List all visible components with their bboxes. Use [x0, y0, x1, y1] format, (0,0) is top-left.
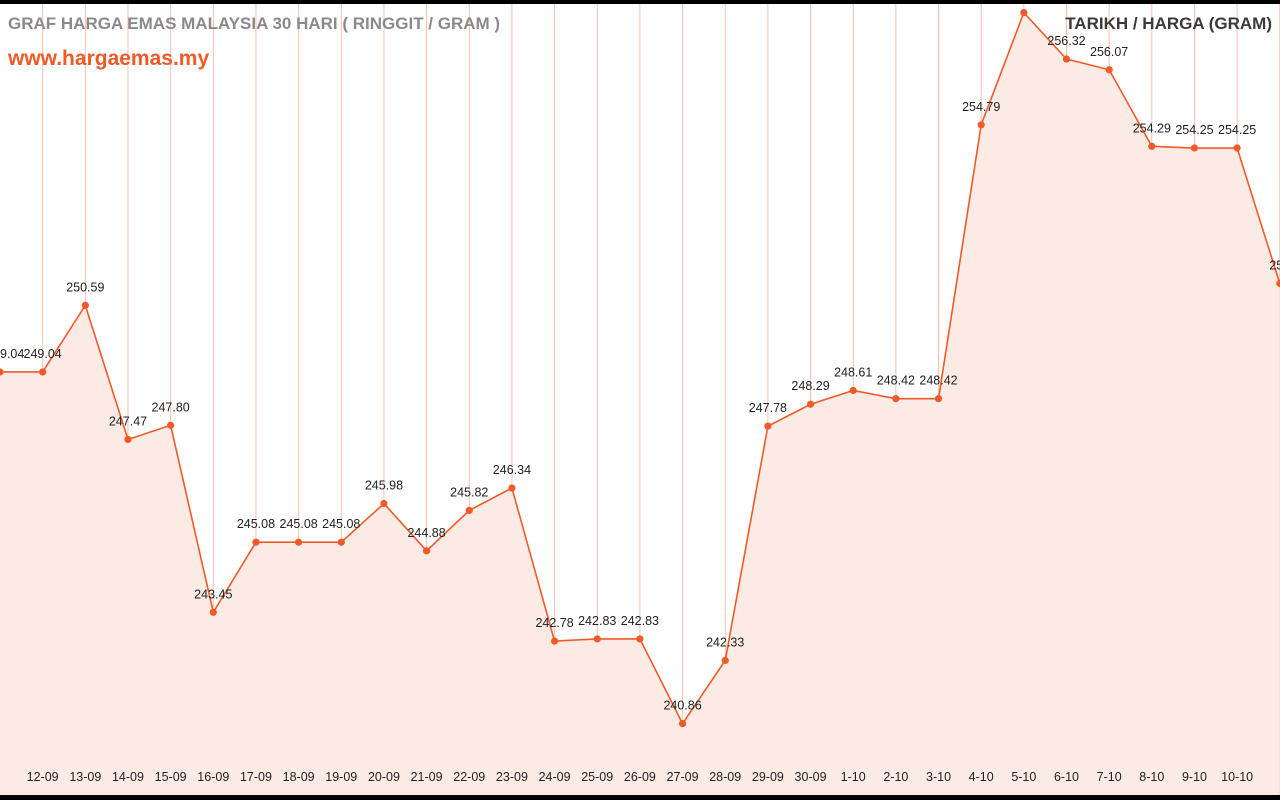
- data-label-18-09: 245.08: [280, 517, 318, 531]
- data-point-24-09: [550, 637, 559, 645]
- chart-title: GRAF HARGA EMAS MALAYSIA 30 HARI ( RINGG…: [8, 14, 501, 33]
- data-point-2-10: [892, 395, 900, 403]
- x-tick-4-10: 4-10: [969, 770, 994, 784]
- x-tick-23-09: 23-09: [496, 770, 528, 784]
- data-label-12-09: 249.04: [24, 347, 62, 361]
- data-label-24-09: 242.78: [535, 616, 573, 630]
- x-tick-24-09: 24-09: [539, 770, 571, 784]
- data-point-27-09: [678, 720, 687, 728]
- data-point-20-09: [380, 499, 388, 508]
- website-link[interactable]: www.hargaemas.my: [8, 47, 210, 70]
- data-point-19-09: [337, 538, 345, 546]
- data-point-11-10: [1276, 279, 1280, 288]
- x-axis-tick-labels: 12-09 13-09 14-09 15-09 16-09 17-09 18-09 19-09…: [27, 770, 1253, 784]
- data-label-21-09: 244.88: [407, 526, 445, 540]
- data-point-25-09: [593, 635, 601, 643]
- x-tick-26-09: 26-09: [624, 770, 656, 784]
- data-point-28-09: [721, 656, 729, 665]
- data-label-25-09: 242.83: [578, 614, 616, 628]
- x-tick-6-10: 6-10: [1054, 770, 1079, 784]
- data-point-23-09: [508, 484, 516, 492]
- data-label-10-10: 254.25: [1218, 123, 1256, 137]
- legend-label: TARIKH / HARGA (GRAM): [1065, 14, 1272, 33]
- data-point-14-09: [124, 435, 132, 444]
- x-tick-28-09: 28-09: [709, 770, 741, 784]
- data-label-14-09: 247.47: [109, 414, 147, 428]
- data-point-17-09: [252, 538, 260, 546]
- data-label-20-09: 245.98: [365, 479, 403, 493]
- x-tick-9-10: 9-10: [1182, 770, 1207, 784]
- x-tick-13-09: 13-09: [69, 770, 101, 784]
- data-label-26-09: 242.83: [621, 614, 659, 628]
- x-tick-27-09: 27-09: [667, 770, 699, 784]
- x-tick-10-10: 10-10: [1221, 770, 1253, 784]
- x-tick-19-09: 19-09: [325, 770, 357, 784]
- data-point-12-09: [39, 368, 47, 376]
- data-point-8-10: [1148, 142, 1156, 150]
- data-label-8-10: 254.29: [1133, 121, 1171, 135]
- data-point-18-09: [295, 538, 303, 546]
- data-label-15-09: 247.80: [152, 400, 190, 414]
- data-label-9-10: 254.25: [1175, 123, 1213, 137]
- data-label-29-09: 247.78: [749, 401, 787, 415]
- x-tick-22-09: 22-09: [453, 770, 485, 784]
- data-label-1-10: 248.61: [834, 365, 872, 379]
- data-label-6-10: 256.32: [1047, 34, 1085, 48]
- x-tick-8-10: 8-10: [1139, 770, 1164, 784]
- x-tick-16-09: 16-09: [197, 770, 229, 784]
- data-point-11-09: [0, 368, 4, 376]
- x-tick-3-10: 3-10: [926, 770, 951, 784]
- data-point-26-09: [636, 635, 644, 643]
- data-point-7-10: [1105, 66, 1113, 74]
- data-label-2-10: 248.42: [877, 374, 915, 388]
- data-label-17-09: 245.08: [237, 517, 275, 531]
- x-tick-20-09: 20-09: [368, 770, 400, 784]
- x-tick-21-09: 21-09: [411, 770, 443, 784]
- price-area: [0, 12, 1280, 795]
- data-points: [0, 8, 1280, 728]
- data-label-11-10: 251: [1269, 258, 1280, 272]
- data-point-1-10: [849, 386, 857, 395]
- x-tick-1-10: 1-10: [841, 770, 866, 784]
- data-label-13-09: 250.59: [66, 280, 104, 294]
- x-tick-18-09: 18-09: [283, 770, 315, 784]
- data-label-16-09: 243.45: [194, 587, 232, 601]
- data-label-19-09: 245.08: [322, 517, 360, 531]
- x-tick-17-09: 17-09: [240, 770, 272, 784]
- data-label-27-09: 240.86: [663, 699, 701, 713]
- x-tick-25-09: 25-09: [581, 770, 613, 784]
- data-point-29-09: [764, 422, 772, 430]
- x-tick-29-09: 29-09: [752, 770, 784, 784]
- x-tick-12-09: 12-09: [27, 770, 59, 784]
- data-point-9-10: [1190, 144, 1199, 152]
- data-label-22-09: 245.82: [450, 485, 488, 499]
- data-point-6-10: [1062, 55, 1071, 63]
- data-point-21-09: [423, 547, 431, 555]
- x-tick-5-10: 5-10: [1011, 770, 1036, 784]
- data-label-7-10: 256.07: [1090, 45, 1128, 59]
- data-point-22-09: [465, 506, 473, 515]
- x-tick-7-10: 7-10: [1097, 770, 1122, 784]
- data-point-15-09: [167, 421, 175, 429]
- data-point-5-10: [1020, 8, 1028, 17]
- data-label-3-10: 248.42: [919, 374, 957, 388]
- data-label-4-10: 254.79: [962, 100, 1000, 114]
- data-point-4-10: [977, 121, 985, 129]
- data-point-3-10: [934, 395, 943, 403]
- data-point-13-09: [81, 301, 89, 309]
- data-label-11-09: 9.04: [0, 347, 24, 361]
- x-tick-14-09: 14-09: [112, 770, 144, 784]
- data-point-16-09: [209, 608, 217, 616]
- x-tick-15-09: 15-09: [155, 770, 187, 784]
- data-labels: 9.04 249.04 250.59 247.47 247.80 243.45 245.08…: [0, 34, 1280, 713]
- data-label-23-09: 246.34: [493, 463, 531, 477]
- data-point-10-10: [1233, 144, 1241, 152]
- data-label-28-09: 242.33: [706, 635, 744, 649]
- data-label-30-09: 248.29: [791, 379, 829, 393]
- data-point-30-09: [806, 400, 815, 408]
- x-tick-2-10: 2-10: [883, 770, 908, 784]
- x-tick-30-09: 30-09: [795, 770, 827, 784]
